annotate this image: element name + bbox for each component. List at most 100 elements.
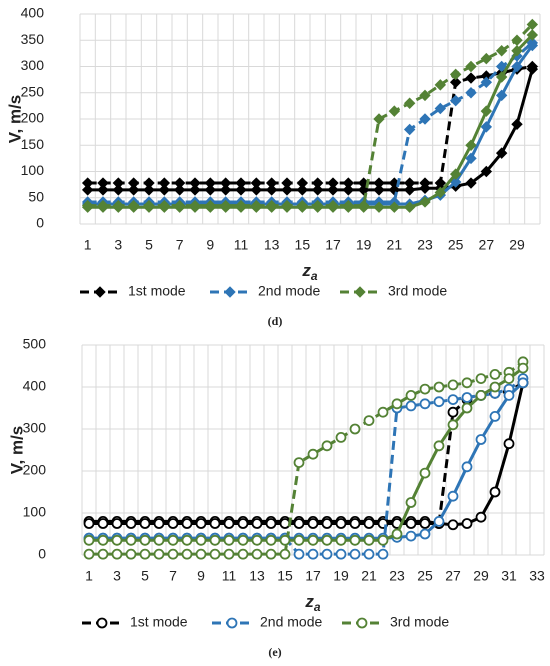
marker	[209, 534, 221, 546]
x-axis-subscript: a	[314, 600, 321, 614]
marker	[83, 518, 95, 529]
marker	[503, 389, 515, 401]
marker	[419, 113, 431, 125]
x-tick-label: 27	[445, 568, 461, 584]
marker	[293, 518, 305, 529]
marker	[447, 379, 459, 391]
marker	[335, 518, 347, 529]
x-tick-label: 19	[333, 568, 349, 584]
marker	[434, 186, 447, 199]
marker	[495, 71, 508, 83]
marker	[349, 518, 361, 529]
marker	[433, 440, 445, 452]
marker	[237, 534, 249, 546]
x-tick-label: 25	[417, 568, 433, 584]
marker	[97, 518, 109, 529]
y-tick-label: 300	[23, 420, 47, 436]
x-tick-label: 21	[387, 237, 403, 253]
marker	[517, 377, 529, 389]
x-tick-label: 31	[501, 568, 517, 584]
marker	[125, 534, 137, 546]
y-tick-label: 0	[38, 546, 46, 562]
marker	[403, 123, 416, 136]
marker	[480, 121, 493, 133]
x-tick-label: 25	[448, 237, 464, 253]
marker	[296, 201, 309, 213]
marker	[475, 511, 487, 523]
marker	[447, 419, 459, 431]
marker	[223, 534, 235, 546]
marker	[495, 147, 508, 159]
marker	[526, 63, 539, 75]
y-tick-label: 400	[21, 5, 45, 21]
marker	[181, 518, 193, 529]
marker	[391, 528, 403, 540]
marker	[237, 518, 249, 529]
marker	[125, 518, 137, 529]
marker	[204, 201, 217, 213]
marker	[342, 184, 355, 196]
x-tick-label: 9	[197, 568, 205, 584]
marker	[237, 548, 249, 560]
marker	[279, 534, 291, 546]
marker	[219, 184, 232, 196]
x-tick-label: 19	[356, 237, 372, 253]
marker	[189, 184, 201, 196]
marker	[433, 381, 445, 393]
marker	[461, 377, 473, 389]
marker	[434, 79, 447, 91]
marker	[465, 152, 477, 165]
marker	[461, 392, 473, 403]
panel-label: (d)	[268, 314, 283, 328]
x-axis-title-main: z	[304, 592, 314, 611]
legend-label: 1st mode	[130, 614, 188, 630]
marker	[173, 184, 186, 196]
marker	[447, 490, 459, 502]
marker	[489, 381, 501, 393]
marker	[251, 534, 263, 546]
marker	[235, 184, 247, 196]
y-tick-label: 50	[28, 188, 44, 204]
marker	[158, 184, 171, 196]
marker	[281, 184, 293, 196]
marker	[158, 201, 171, 213]
marker	[226, 617, 238, 629]
marker	[403, 184, 416, 196]
marker	[447, 519, 459, 531]
marker	[265, 518, 277, 529]
marker	[354, 286, 366, 298]
y-tick-label: 350	[21, 31, 45, 47]
marker	[265, 534, 277, 546]
marker	[465, 87, 477, 99]
marker	[223, 548, 235, 560]
marker	[223, 518, 235, 529]
marker	[307, 518, 319, 529]
marker	[373, 201, 385, 213]
x-tick-label: 11	[222, 568, 237, 584]
marker	[433, 396, 445, 408]
x-tick-label: 1	[85, 568, 93, 584]
marker	[388, 201, 401, 213]
marker	[293, 534, 305, 546]
marker	[405, 389, 417, 401]
marker	[265, 184, 278, 196]
marker	[480, 76, 493, 88]
marker	[357, 184, 370, 196]
y-axis-title: V, m/s	[5, 95, 24, 144]
marker	[489, 368, 501, 380]
x-tick-label: 17	[325, 237, 341, 253]
x-tick-label: 23	[417, 237, 433, 253]
marker	[434, 102, 447, 115]
marker	[97, 534, 109, 546]
marker	[189, 201, 201, 213]
marker	[419, 196, 431, 208]
x-axis-subscript: a	[311, 269, 318, 283]
marker	[363, 415, 375, 427]
marker	[433, 516, 445, 527]
marker	[167, 548, 179, 560]
marker	[373, 184, 385, 196]
x-tick-label: 13	[249, 568, 265, 584]
marker	[449, 94, 462, 107]
x-tick-label: 29	[509, 237, 525, 253]
x-tick-label: 13	[264, 237, 280, 253]
